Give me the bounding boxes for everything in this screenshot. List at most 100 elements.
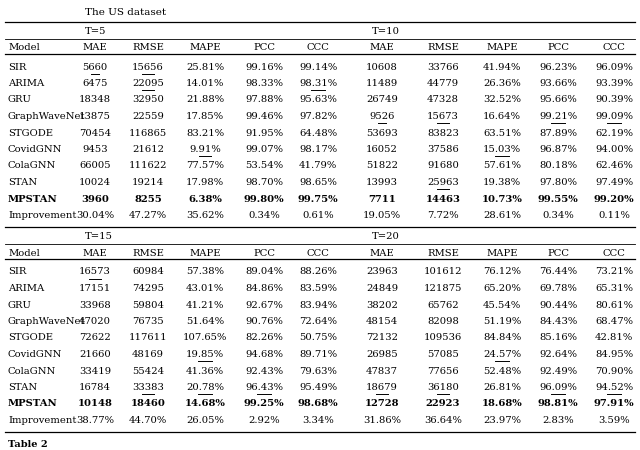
Text: 2.83%: 2.83% xyxy=(542,416,574,425)
Text: 93.39%: 93.39% xyxy=(595,79,633,88)
Text: 72132: 72132 xyxy=(366,333,398,342)
Text: 95.66%: 95.66% xyxy=(539,95,577,104)
Text: ColaGNN: ColaGNN xyxy=(8,162,56,171)
Text: 15673: 15673 xyxy=(427,112,459,121)
Text: 22923: 22923 xyxy=(426,400,460,409)
Text: 28.61%: 28.61% xyxy=(483,211,521,220)
Text: MAPE: MAPE xyxy=(486,248,518,257)
Text: 80.61%: 80.61% xyxy=(595,301,633,310)
Text: 35.62%: 35.62% xyxy=(186,211,224,220)
Text: MAE: MAE xyxy=(370,248,394,257)
Text: 55424: 55424 xyxy=(132,366,164,375)
Text: 23963: 23963 xyxy=(366,267,398,276)
Text: MAE: MAE xyxy=(370,44,394,53)
Text: 17.85%: 17.85% xyxy=(186,112,224,121)
Text: 65.31%: 65.31% xyxy=(595,284,633,293)
Text: 16052: 16052 xyxy=(366,145,398,154)
Text: 9.91%: 9.91% xyxy=(189,145,221,154)
Text: 48154: 48154 xyxy=(366,317,398,326)
Text: CovidGNN: CovidGNN xyxy=(8,145,62,154)
Text: 2.92%: 2.92% xyxy=(248,416,280,425)
Text: 41.94%: 41.94% xyxy=(483,63,521,72)
Text: 91680: 91680 xyxy=(427,162,459,171)
Text: 65.20%: 65.20% xyxy=(483,284,521,293)
Text: 83.21%: 83.21% xyxy=(186,129,224,138)
Text: 98.70%: 98.70% xyxy=(245,178,283,187)
Text: 14463: 14463 xyxy=(426,194,461,203)
Text: 89.71%: 89.71% xyxy=(299,350,337,359)
Text: 99.20%: 99.20% xyxy=(594,194,634,203)
Text: STGODE: STGODE xyxy=(8,333,53,342)
Text: 21660: 21660 xyxy=(79,350,111,359)
Text: 80.18%: 80.18% xyxy=(539,162,577,171)
Text: GRU: GRU xyxy=(8,301,32,310)
Text: 19214: 19214 xyxy=(132,178,164,187)
Text: 91.95%: 91.95% xyxy=(245,129,283,138)
Text: 98.81%: 98.81% xyxy=(538,400,579,409)
Text: 111622: 111622 xyxy=(129,162,167,171)
Text: 30.04%: 30.04% xyxy=(76,211,114,220)
Text: The US dataset: The US dataset xyxy=(85,8,166,17)
Text: T=5: T=5 xyxy=(85,27,106,36)
Text: SIR: SIR xyxy=(8,267,26,276)
Text: 51822: 51822 xyxy=(366,162,398,171)
Text: 90.44%: 90.44% xyxy=(539,301,577,310)
Text: 16573: 16573 xyxy=(79,267,111,276)
Text: 37586: 37586 xyxy=(427,145,459,154)
Text: 98.31%: 98.31% xyxy=(299,79,337,88)
Text: 8255: 8255 xyxy=(134,194,162,203)
Text: 90.76%: 90.76% xyxy=(245,317,283,326)
Text: ARIMA: ARIMA xyxy=(8,79,44,88)
Text: 22095: 22095 xyxy=(132,79,164,88)
Text: 99.07%: 99.07% xyxy=(245,145,283,154)
Text: RMSE: RMSE xyxy=(427,248,459,257)
Text: 96.09%: 96.09% xyxy=(539,383,577,392)
Text: 82.26%: 82.26% xyxy=(245,333,283,342)
Text: 63.51%: 63.51% xyxy=(483,129,521,138)
Text: 12728: 12728 xyxy=(365,400,399,409)
Text: 57.38%: 57.38% xyxy=(186,267,224,276)
Text: 48169: 48169 xyxy=(132,350,164,359)
Text: 17151: 17151 xyxy=(79,284,111,293)
Text: 18460: 18460 xyxy=(131,400,165,409)
Text: 101612: 101612 xyxy=(424,267,462,276)
Text: 0.34%: 0.34% xyxy=(248,211,280,220)
Text: 21.88%: 21.88% xyxy=(186,95,224,104)
Text: 7711: 7711 xyxy=(368,194,396,203)
Text: 22559: 22559 xyxy=(132,112,164,121)
Text: 65762: 65762 xyxy=(427,301,459,310)
Text: 16.64%: 16.64% xyxy=(483,112,521,121)
Text: 92.64%: 92.64% xyxy=(539,350,577,359)
Text: 64.48%: 64.48% xyxy=(299,129,337,138)
Text: 62.46%: 62.46% xyxy=(595,162,633,171)
Text: ColaGNN: ColaGNN xyxy=(8,366,56,375)
Text: 36180: 36180 xyxy=(427,383,459,392)
Text: 44779: 44779 xyxy=(427,79,459,88)
Text: 84.84%: 84.84% xyxy=(483,333,521,342)
Text: 53693: 53693 xyxy=(366,129,398,138)
Text: 16784: 16784 xyxy=(79,383,111,392)
Text: 26.05%: 26.05% xyxy=(186,416,224,425)
Text: MPSTAN: MPSTAN xyxy=(8,400,58,409)
Text: 21612: 21612 xyxy=(132,145,164,154)
Text: 97.82%: 97.82% xyxy=(299,112,337,121)
Text: 79.63%: 79.63% xyxy=(299,366,337,375)
Text: 97.49%: 97.49% xyxy=(595,178,633,187)
Text: 15.03%: 15.03% xyxy=(483,145,521,154)
Text: CCC: CCC xyxy=(307,44,330,53)
Text: 10148: 10148 xyxy=(77,400,113,409)
Text: CCC: CCC xyxy=(307,248,330,257)
Text: GRU: GRU xyxy=(8,95,32,104)
Text: 83823: 83823 xyxy=(427,129,459,138)
Text: 97.91%: 97.91% xyxy=(594,400,634,409)
Text: 99.16%: 99.16% xyxy=(245,63,283,72)
Text: 0.11%: 0.11% xyxy=(598,211,630,220)
Text: STAN: STAN xyxy=(8,178,37,187)
Text: 90.39%: 90.39% xyxy=(595,95,633,104)
Text: 84.43%: 84.43% xyxy=(539,317,577,326)
Text: 95.49%: 95.49% xyxy=(299,383,337,392)
Text: 76.12%: 76.12% xyxy=(483,267,521,276)
Text: PCC: PCC xyxy=(253,44,275,53)
Text: 109536: 109536 xyxy=(424,333,462,342)
Text: 11489: 11489 xyxy=(366,79,398,88)
